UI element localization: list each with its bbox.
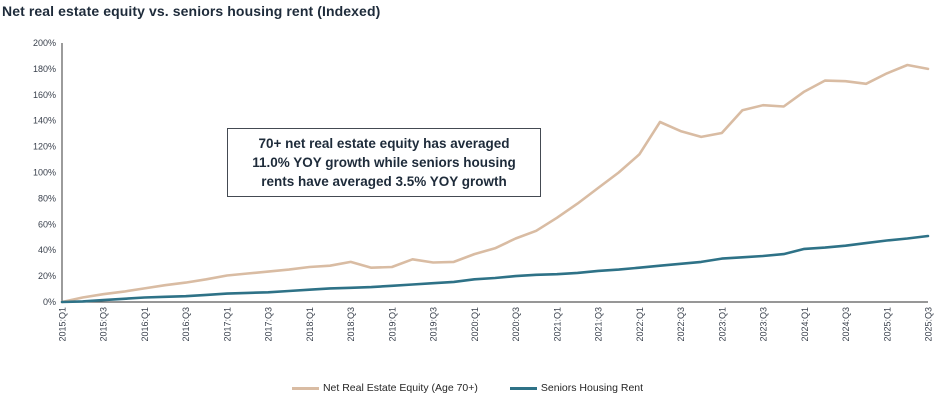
x-tick-label: 2017:Q3 bbox=[264, 307, 274, 342]
x-tick-label: 2015:Q3 bbox=[99, 307, 109, 342]
x-tick-label: 2016:Q1 bbox=[140, 307, 150, 342]
x-tick-label: 2023:Q3 bbox=[759, 307, 769, 342]
x-tick-label: 2015:Q1 bbox=[58, 307, 68, 342]
x-tick-label: 2025:Q1 bbox=[882, 307, 892, 342]
chart-canvas: 0% 20% 40% 60% 80% 100% 120% 140% 160% 180% 200% 20… bbox=[33, 38, 934, 342]
annotation-line: 70+ net real estate equity has averaged bbox=[258, 136, 510, 151]
annotation-box: 70+ net real estate equity has averaged … bbox=[227, 128, 541, 198]
y-tick-label: 180% bbox=[33, 64, 56, 74]
y-tick-label: 100% bbox=[33, 168, 56, 178]
x-tick-label: 2023:Q1 bbox=[717, 307, 727, 342]
x-tick-label: 2017:Q1 bbox=[222, 307, 232, 342]
y-tick-label: 20% bbox=[38, 271, 56, 281]
x-tick-label: 2025:Q3 bbox=[924, 307, 934, 342]
x-tick-label: 2018:Q3 bbox=[346, 307, 356, 342]
y-tick-label: 160% bbox=[33, 90, 56, 100]
annotation-line: rents have averaged 3.5% YOY growth bbox=[261, 174, 507, 190]
x-tick-label: 2021:Q1 bbox=[552, 307, 562, 342]
rent-line-series bbox=[60, 234, 930, 304]
y-tick-label: 140% bbox=[33, 116, 56, 126]
legend-item-equity: Net Real Estate Equity (Age 70+) bbox=[291, 382, 478, 394]
x-tick-label: 2020:Q3 bbox=[511, 307, 521, 342]
y-tick-label: 200% bbox=[33, 38, 56, 48]
annotation-line: 11.0% YOY growth while seniors housing bbox=[252, 155, 516, 171]
equity-line-series bbox=[60, 63, 930, 304]
x-tick-label: 2024:Q1 bbox=[800, 307, 810, 342]
y-tick-label: 0% bbox=[43, 297, 56, 307]
x-tick-label: 2024:Q3 bbox=[841, 307, 851, 342]
legend: Net Real Estate Equity (Age 70+) Seniors… bbox=[0, 382, 935, 394]
x-tick-label: 2019:Q3 bbox=[429, 307, 439, 342]
y-tick-label: 80% bbox=[38, 193, 56, 203]
y-tick-label: 120% bbox=[33, 142, 56, 152]
legend-label-rent: Seniors Housing Rent bbox=[540, 382, 644, 394]
y-tick-label: 60% bbox=[38, 219, 56, 229]
y-tick-label: 40% bbox=[38, 245, 56, 255]
rent-line-swatch-icon bbox=[509, 386, 537, 390]
x-tick-label: 2020:Q1 bbox=[470, 307, 480, 342]
equity-line-swatch-icon bbox=[291, 386, 319, 390]
chart-title: Net real estate equity vs. seniors housi… bbox=[2, 3, 381, 19]
x-tick-label: 2021:Q3 bbox=[594, 307, 604, 342]
x-tick-label: 2022:Q3 bbox=[676, 307, 686, 342]
legend-label-equity: Net Real Estate Equity (Age 70+) bbox=[322, 382, 478, 394]
x-tick-label: 2018:Q1 bbox=[305, 307, 315, 342]
x-tick-label: 2022:Q1 bbox=[635, 307, 645, 342]
legend-item-rent: Seniors Housing Rent bbox=[509, 382, 644, 394]
x-tick-label: 2016:Q3 bbox=[181, 307, 191, 342]
x-tick-label: 2019:Q1 bbox=[387, 307, 397, 342]
